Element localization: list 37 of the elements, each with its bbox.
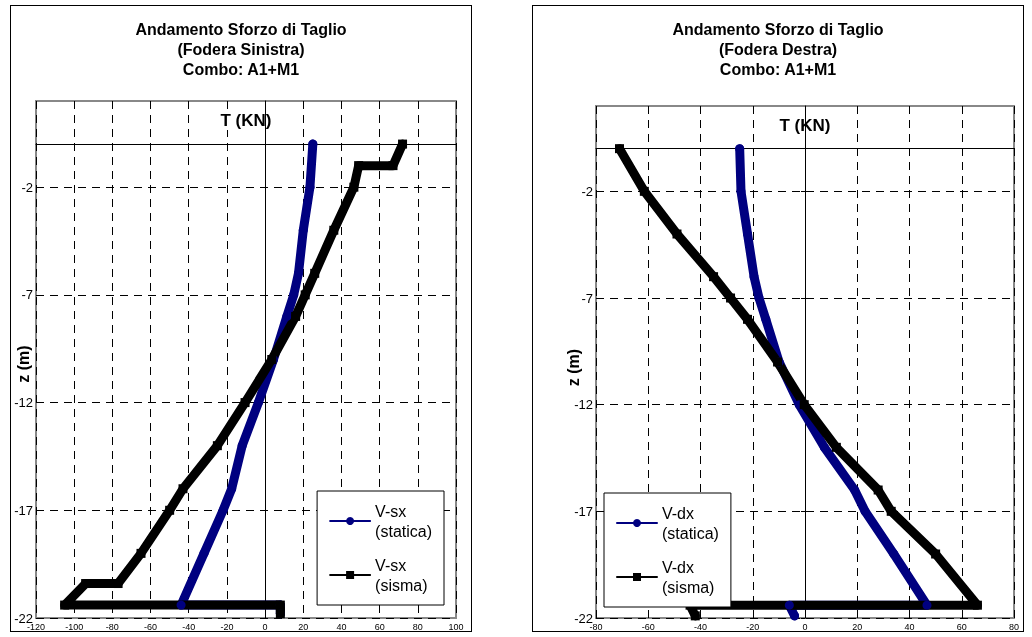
y-tick-label: -2 [581,183,593,199]
x-tick-label: -60 [641,621,655,632]
y-tick-label: -12 [574,397,593,413]
x-tick-label: 40 [904,621,915,632]
x-tick-label: 0 [262,621,268,632]
legend-label: V-dx (sisma) [662,558,715,596]
chart-title: Andamento Sforzo di Taglio (Fodera Sinistra) Combo: A1+M1 [135,20,347,78]
x-tick-label: 20 [298,621,309,632]
x-tick-label: -120 [26,621,46,632]
x-tick-label: -40 [693,621,708,632]
x-tick-label: -100 [65,621,84,632]
x-tick-label: 60 [374,621,385,632]
x-tick-label: 80 [412,621,423,632]
x-tick-label: 100 [448,621,464,632]
y-tick-label: -2 [21,179,33,195]
y-tick-label: -7 [581,290,593,306]
x-tick-label: 20 [852,621,863,632]
chart-title: Andamento Sforzo di Taglio (Fodera Destra) Combo: A1+M1 [672,20,884,78]
legend-label: V-sx (sisma) [375,556,428,594]
x-tick-label: -80 [589,621,603,632]
x-tick-label: 60 [956,621,967,632]
legend-label: V-sx (statica) [375,502,433,540]
legend-label: V-dx (statica) [662,504,719,542]
x-tick-label: 40 [336,621,347,632]
x-tick-label: 80 [1008,621,1020,632]
x-tick-label: -60 [144,621,158,632]
x-tick-label: -40 [182,621,196,632]
y-tick-label: -12 [14,395,33,411]
y-tick-label: -17 [14,502,33,518]
y-axis-title: z (m) [564,348,582,387]
y-axis-title: z (m) [14,345,32,383]
x-tick-label: -20 [746,621,760,632]
y-tick-label: -7 [21,287,33,303]
y-tick-label: -17 [574,503,593,519]
x-tick-label: -20 [220,621,234,632]
x-tick-label: 0 [802,621,808,632]
x-tick-label: -80 [105,621,119,632]
